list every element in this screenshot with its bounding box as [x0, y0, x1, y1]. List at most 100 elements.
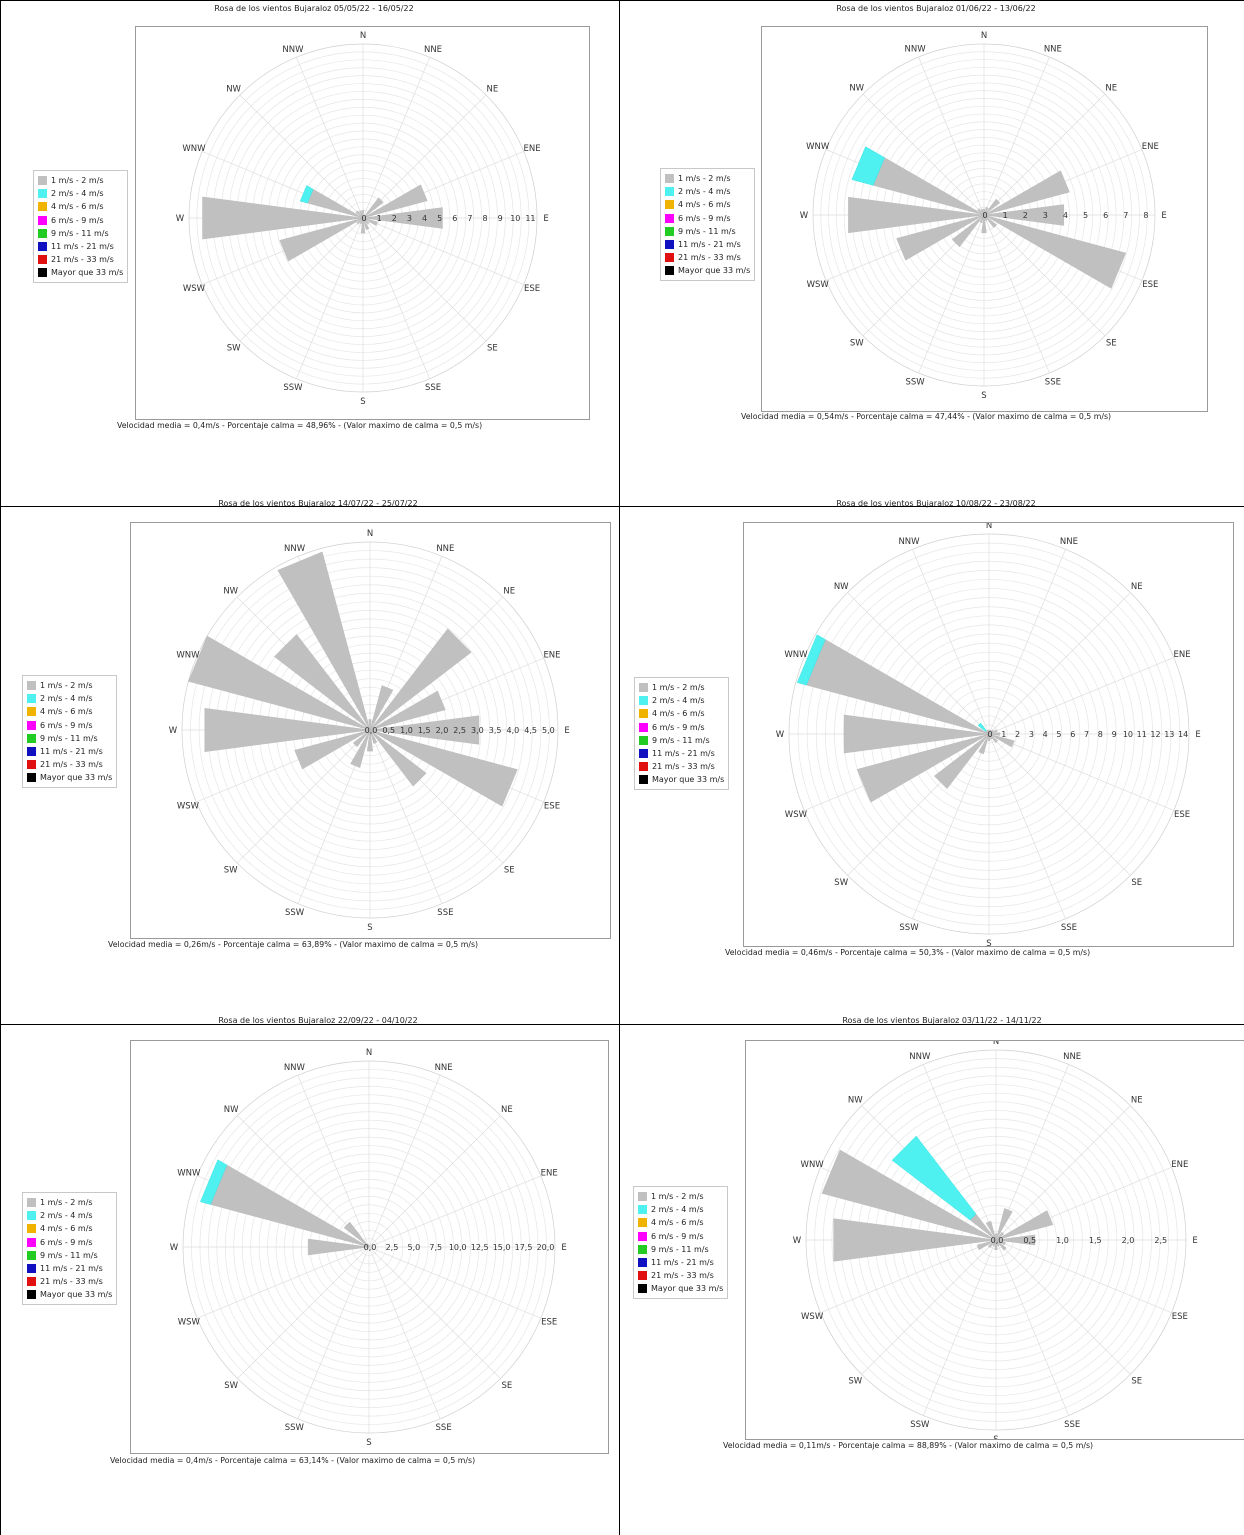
bar-nne-1-2: [369, 685, 394, 731]
direction-label: WSW: [177, 801, 200, 811]
grid-spoke: [983, 214, 1106, 337]
radial-tick-labels: 0 1 2 3 4 5 6 7 8: [982, 211, 1148, 220]
grid-spoke: [988, 733, 1066, 919]
direction-label: ESE: [524, 284, 540, 294]
direction-label: ENE: [541, 1168, 558, 1178]
direction-label: W: [176, 214, 185, 224]
radial-tick-label: 13: [1164, 730, 1174, 739]
direction-label: NNE: [436, 544, 454, 554]
legend-item: 11 m/s - 21 m/s: [639, 747, 724, 760]
bar-se-1-2: [988, 733, 999, 744]
legend-label: Mayor que 33 m/s: [678, 266, 751, 276]
direction-label: WNW: [801, 1160, 825, 1170]
radial-tick-label: 2,5: [386, 1243, 399, 1252]
direction-label: E: [564, 726, 569, 736]
direction-label: SW: [224, 865, 238, 875]
legend-swatch: [27, 1250, 36, 1260]
wind-rose: NNNENEENEEESESESSESSSWSWWSWWWNWNWNNW0,00…: [793, 1041, 1198, 1439]
direction-label: SE: [501, 1381, 512, 1391]
bar-ene-1-2: [995, 1210, 1054, 1241]
grid-spoke: [820, 1239, 997, 1314]
legend-swatch: [27, 1237, 36, 1247]
radial-tick-label: 9: [498, 214, 503, 223]
legend-item: 21 m/s - 33 m/s: [638, 1269, 723, 1282]
legend-swatch: [639, 696, 648, 706]
bar-n-1-2: [361, 210, 365, 219]
bar-wnw-1-2: [188, 635, 371, 731]
legend-label: 1 m/s - 2 m/s: [678, 174, 731, 184]
grid-spoke: [988, 549, 1066, 735]
legend-swatch: [665, 213, 674, 223]
radial-tick-label: 2: [392, 214, 397, 223]
direction-label: NNW: [898, 537, 920, 547]
grid-spoke: [369, 729, 443, 904]
radial-tick-label: 3,0: [471, 726, 484, 735]
legend-swatch: [638, 1271, 647, 1281]
bar-ne-1-2: [988, 729, 994, 735]
legend-swatch: [38, 189, 47, 199]
bar-nne-1-2: [995, 1208, 1013, 1241]
chart-plot-frame: N NNE NE ENE E ESE SE SSE S SSW SW WSW W WNW NW NNW 0 1 2 3…: [135, 26, 590, 420]
direction-labels: N NNE NE ENE E ESE SE SSE S SSW SW WSW W WNW NW NNW: [170, 1048, 567, 1448]
direction-label: SSE: [437, 908, 453, 918]
bar-sw-1-2: [352, 729, 371, 748]
radial-tick-label: 3: [1029, 730, 1034, 739]
legend-swatch: [638, 1284, 647, 1294]
legend-label: Mayor que 33 m/s: [40, 773, 113, 783]
legend: 1 m/s - 2 m/s 2 m/s - 4 m/s 4 m/s - 6 m/s 6…: [633, 1186, 729, 1299]
bar-w-1-2: [204, 708, 371, 752]
direction-label: W: [800, 211, 809, 221]
bar-nw-1-2: [977, 208, 985, 216]
legend-swatch: [639, 749, 648, 759]
legend-swatch: [38, 228, 47, 238]
legend-label: 11 m/s - 21 m/s: [40, 1264, 103, 1274]
direction-label: SSW: [906, 377, 926, 387]
direction-label: N: [366, 1048, 372, 1058]
bar-wnw-2-4: [851, 146, 885, 186]
direction-label: SSE: [1045, 377, 1061, 387]
direction-label: E: [561, 1243, 566, 1253]
radial-tick-label: 12,5: [471, 1243, 489, 1252]
radial-tick-label: 10: [510, 214, 520, 223]
legend-item: 6 m/s - 9 m/s: [639, 721, 724, 734]
radial-tick-labels: 0,0 0,5 1,0 1,5 2,0 2,5 3,0 3,5 4,0 4,5 5,0: [365, 726, 555, 735]
radial-tick-labels: 0 1 2 3 4 5 6 7 8 9 10 11 12 13 14: [987, 730, 1188, 739]
legend-item: 6 m/s - 9 m/s: [665, 212, 750, 225]
direction-label: NNE: [424, 45, 442, 55]
bars: [821, 1135, 1054, 1262]
legend-item: 9 m/s - 11 m/s: [27, 1249, 112, 1262]
bar-s-1-2: [366, 729, 374, 752]
legend-item: Mayor que 33 m/s: [665, 264, 750, 277]
direction-label: NNE: [435, 1063, 453, 1073]
radial-tick-label: 3,5: [489, 726, 502, 735]
grid-spoke: [368, 1115, 501, 1248]
legend-swatch: [27, 1264, 36, 1274]
direction-label: NNE: [1060, 537, 1078, 547]
legend-label: 4 m/s - 6 m/s: [40, 707, 93, 717]
bar-wnw-1-2: [821, 1149, 997, 1241]
bar-wnw-2-4: [796, 634, 826, 686]
legend-label: 1 m/s - 2 m/s: [651, 1192, 704, 1202]
bar-ssw-1-2: [359, 217, 364, 225]
legend-item: 1 m/s - 2 m/s: [639, 681, 724, 694]
chart-footer: Velocidad media = 0,54m/s - Porcentaje c…: [741, 412, 1112, 421]
direction-label: NNW: [284, 1063, 306, 1073]
bar-wsw-1-2: [294, 729, 371, 770]
legend-label: 6 m/s - 9 m/s: [40, 720, 93, 730]
radial-tick-label: 9: [1112, 730, 1117, 739]
legend-item: 4 m/s - 6 m/s: [27, 705, 112, 718]
direction-labels: N NNE NE ENE E ESE SE SSE S SSW SW WSW W WNW NW NNW: [800, 31, 1167, 401]
legend-label: 6 m/s - 9 m/s: [51, 215, 104, 225]
radial-tick-label: 1: [1003, 211, 1008, 220]
direction-label: N: [993, 1041, 999, 1047]
bar-e-1-2: [369, 715, 480, 745]
direction-label: NNE: [1044, 45, 1062, 55]
direction-label: SSE: [436, 1423, 452, 1433]
chart-footer: Velocidad media = 0,11m/s - Porcentaje c…: [723, 1441, 1094, 1450]
grid-spoke: [239, 217, 364, 342]
legend-label: 6 m/s - 9 m/s: [651, 1231, 704, 1241]
legend-label: 9 m/s - 11 m/s: [51, 228, 109, 238]
bars: [200, 1159, 370, 1256]
legend-swatch: [38, 268, 47, 278]
chart-footer: Velocidad media = 0,4m/s - Porcentaje ca…: [110, 1456, 476, 1465]
